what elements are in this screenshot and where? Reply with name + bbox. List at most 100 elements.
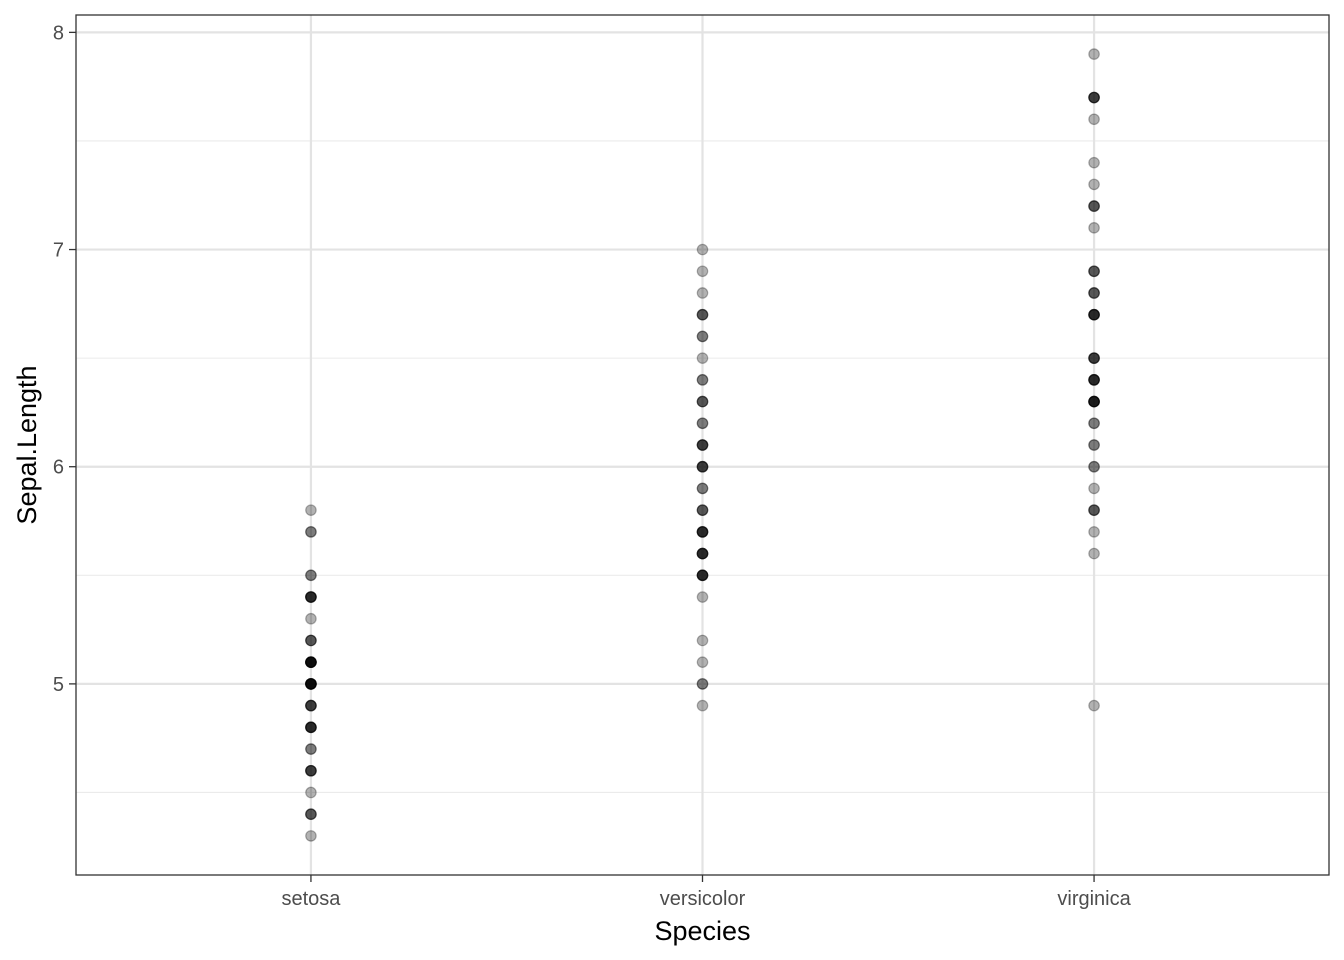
data-point xyxy=(696,439,709,451)
data-point xyxy=(305,721,317,734)
data-point xyxy=(305,699,317,712)
data-point xyxy=(696,526,709,538)
data-point xyxy=(305,699,317,712)
data-point xyxy=(696,569,709,582)
data-point xyxy=(1088,460,1100,473)
data-point xyxy=(1088,222,1100,234)
data-point xyxy=(1088,265,1100,278)
data-point xyxy=(696,460,709,473)
x-tick-label: virginica xyxy=(1057,888,1131,910)
data-point xyxy=(696,547,709,560)
data-point xyxy=(696,482,709,495)
x-tick-label: setosa xyxy=(281,888,341,910)
data-point xyxy=(1088,308,1100,321)
data-point xyxy=(1088,308,1100,321)
data-point xyxy=(696,439,709,451)
data-point xyxy=(305,591,317,603)
data-point xyxy=(696,395,709,408)
data-point xyxy=(305,526,317,538)
data-point xyxy=(696,591,709,603)
data-point xyxy=(1088,287,1100,299)
data-point xyxy=(305,678,317,690)
data-point xyxy=(1088,352,1100,364)
data-point xyxy=(305,764,317,777)
data-point xyxy=(1088,374,1100,386)
data-point xyxy=(1088,91,1100,104)
data-point xyxy=(305,656,317,668)
data-point xyxy=(1088,352,1100,364)
data-point xyxy=(696,504,709,516)
data-point xyxy=(696,308,709,321)
data-point xyxy=(1088,482,1100,495)
data-point xyxy=(696,308,709,321)
data-point xyxy=(305,504,317,516)
data-point xyxy=(1088,395,1100,408)
x-axis: setosa versicolor virginica xyxy=(281,875,1132,910)
data-point xyxy=(305,808,317,820)
data-point xyxy=(1088,504,1100,516)
data-point xyxy=(305,721,317,734)
data-point xyxy=(305,591,317,603)
data-point xyxy=(1088,308,1100,321)
data-point xyxy=(696,352,709,364)
data-point xyxy=(1088,308,1100,321)
data-point xyxy=(696,678,709,690)
data-point xyxy=(696,243,709,256)
data-point xyxy=(305,656,317,668)
data-point xyxy=(305,721,317,734)
y-axis: 5 6 7 8 xyxy=(53,22,76,696)
data-point xyxy=(1088,156,1100,169)
data-point xyxy=(696,634,709,647)
data-point xyxy=(305,591,317,603)
data-point xyxy=(1088,374,1100,386)
data-point xyxy=(305,678,317,690)
data-point xyxy=(305,634,317,647)
data-point xyxy=(305,830,317,842)
data-point xyxy=(696,308,709,321)
data-point xyxy=(696,460,709,473)
data-point xyxy=(305,764,317,777)
data-point xyxy=(305,569,317,582)
data-point xyxy=(305,808,317,820)
data-point xyxy=(305,678,317,690)
data-point xyxy=(1088,547,1100,560)
data-point xyxy=(1088,395,1100,408)
data-point xyxy=(305,699,317,712)
x-tick-label: versicolor xyxy=(660,888,746,910)
data-point xyxy=(696,265,709,278)
data-point xyxy=(1088,374,1100,386)
data-point xyxy=(1088,699,1100,712)
data-point xyxy=(1088,395,1100,408)
data-point xyxy=(1088,91,1100,104)
data-point xyxy=(696,417,709,430)
data-point xyxy=(696,526,709,538)
data-point xyxy=(305,656,317,668)
data-point xyxy=(696,395,709,408)
y-tick-label: 5 xyxy=(53,674,64,696)
data-point xyxy=(1088,113,1100,126)
data-point xyxy=(305,721,317,734)
data-point xyxy=(1088,395,1100,408)
data-point xyxy=(305,721,317,734)
data-point xyxy=(696,526,709,538)
data-point xyxy=(696,395,709,408)
data-point xyxy=(305,634,317,647)
data-point xyxy=(1088,395,1100,408)
data-point xyxy=(305,678,317,690)
data-point xyxy=(305,743,317,755)
data-point xyxy=(305,678,317,690)
data-point xyxy=(1088,91,1100,104)
data-point xyxy=(1088,504,1100,516)
data-point xyxy=(696,569,709,582)
data-point xyxy=(305,591,317,603)
data-point xyxy=(1088,48,1100,60)
data-point xyxy=(1088,308,1100,321)
y-tick-label: 7 xyxy=(53,240,64,262)
data-point xyxy=(696,374,709,386)
data-point xyxy=(1088,287,1100,299)
data-point xyxy=(1088,265,1100,278)
y-axis-title: Sepal.Length xyxy=(12,365,42,524)
data-point xyxy=(305,526,317,538)
y-tick-label: 8 xyxy=(53,22,64,44)
data-point xyxy=(696,547,709,560)
